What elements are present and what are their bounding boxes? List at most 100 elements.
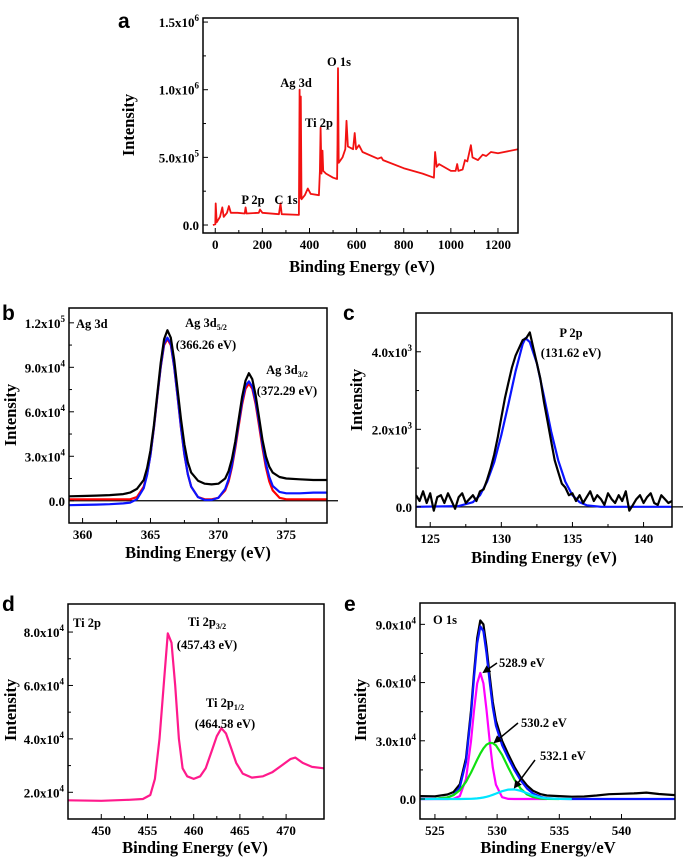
y-tick-mantissa: 3.0x10 xyxy=(376,734,412,749)
peak-annotation: Ag 3d xyxy=(280,76,312,90)
x-axis-title: Binding Energy (eV) xyxy=(289,257,435,276)
panel-label: d xyxy=(2,593,15,616)
y-tick-label: 9.0x104 xyxy=(376,615,417,632)
y-tick-label: 2.0x104 xyxy=(24,783,65,800)
y-tick-label: 4.0x103 xyxy=(372,343,413,360)
y-tick-exponent: 4 xyxy=(61,447,66,457)
peak-energy: (464.58 eV) xyxy=(195,717,255,731)
x-tick-label: 460 xyxy=(184,823,204,838)
y-axis-title: Intensity xyxy=(119,93,138,156)
plot-frame xyxy=(67,603,325,820)
peak-energy: (131.62 eV) xyxy=(541,346,601,360)
peak-subscript: 1/2 xyxy=(234,703,244,712)
y-tick-mantissa: 4.0x10 xyxy=(24,732,60,747)
peak-annotation: 532.1 eV xyxy=(540,749,586,763)
series-line-0 xyxy=(68,632,324,802)
panel-label: b xyxy=(2,302,15,325)
series-line-4 xyxy=(420,788,572,801)
y-tick-label: 6.0x104 xyxy=(25,403,66,420)
peak-energy: (457.43 eV) xyxy=(177,638,237,652)
y-tick-mantissa: 9.0x10 xyxy=(25,360,61,375)
series-line-0 xyxy=(212,67,518,226)
series-line-1 xyxy=(69,336,327,507)
y-tick-exponent: 5 xyxy=(61,314,66,324)
peak-name: Ti 2p xyxy=(188,615,216,629)
peak-annotation: 528.9 eV xyxy=(499,656,545,670)
x-tick-label: 200 xyxy=(253,237,273,252)
peak-name: Ag 3d xyxy=(266,363,298,377)
peak-annotation: Ti 2p xyxy=(305,116,333,130)
panel-title: O 1s xyxy=(433,613,457,627)
y-tick-label: 0.0 xyxy=(400,792,416,807)
y-tick-label: 8.0x104 xyxy=(24,623,65,640)
y-tick-exponent: 4 xyxy=(61,403,66,413)
x-tick-label: 130 xyxy=(492,531,512,546)
peak-annotation: 530.2 eV xyxy=(521,716,567,730)
y-tick-mantissa: 2.0x10 xyxy=(24,785,60,800)
peak-subscript: 5/2 xyxy=(217,323,227,332)
panel-title: Ag 3d xyxy=(76,317,108,331)
y-tick-mantissa: 2.0x10 xyxy=(372,422,408,437)
x-tick-label: 470 xyxy=(276,823,296,838)
peak-energy: (372.29 eV) xyxy=(257,384,317,398)
series-line-1 xyxy=(416,331,672,512)
y-tick-mantissa: 6.0x10 xyxy=(24,678,60,693)
peak-label: P 2p xyxy=(559,326,582,340)
y-tick-label: 2.0x103 xyxy=(372,420,413,437)
peak-annotation: C 1s xyxy=(274,193,297,207)
y-tick-label: 1.2x105 xyxy=(25,314,66,331)
x-tick-label: 1200 xyxy=(485,237,511,252)
y-tick-exponent: 4 xyxy=(412,732,417,742)
y-tick-label: 3.0x104 xyxy=(376,732,417,749)
y-tick-exponent: 4 xyxy=(412,674,417,684)
series-line-3 xyxy=(434,741,560,801)
x-tick-label: 0 xyxy=(212,237,219,252)
y-tick-label: 9.0x104 xyxy=(25,358,66,375)
y-tick-mantissa: 1.5x10 xyxy=(159,15,195,30)
x-tick-label: 450 xyxy=(92,823,112,838)
y-tick-exponent: 5 xyxy=(195,148,200,158)
peak-annotation: O 1s xyxy=(327,55,351,69)
peak-name: Ag 3d xyxy=(185,316,217,330)
x-tick-label: 360 xyxy=(73,527,93,542)
y-tick-exponent: 4 xyxy=(60,783,65,793)
peak-name: Ti 2p xyxy=(206,696,234,710)
panel-title: Ti 2p xyxy=(73,616,101,630)
y-axis-title: Intensity xyxy=(351,678,370,741)
peak-subscript: 3/2 xyxy=(216,622,226,631)
x-tick-label: 400 xyxy=(300,237,320,252)
y-tick-exponent: 4 xyxy=(60,676,65,686)
peak-label: Ti 2p3/2 xyxy=(188,615,226,631)
series-line-0 xyxy=(416,337,672,508)
y-tick-exponent: 6 xyxy=(195,13,200,23)
x-tick-label: 375 xyxy=(277,527,297,542)
annotation-arrow xyxy=(513,759,536,789)
plot-frame xyxy=(415,312,673,528)
y-tick-exponent: 3 xyxy=(408,343,413,353)
peak-name: P 2p xyxy=(559,326,582,340)
series-line-0 xyxy=(420,619,675,798)
series-line-1 xyxy=(420,625,675,801)
series-line-2 xyxy=(69,329,327,498)
peak-label: Ti 2p1/2 xyxy=(206,696,244,712)
y-tick-mantissa: 4.0x10 xyxy=(372,345,408,360)
y-tick-exponent: 4 xyxy=(412,615,417,625)
y-tick-mantissa: 0.0 xyxy=(400,792,416,807)
peak-annotation: P 2p xyxy=(241,193,264,207)
y-tick-mantissa: 6.0x10 xyxy=(25,405,61,420)
peak-label: Ag 3d3/2 xyxy=(266,363,308,379)
y-tick-label: 6.0x104 xyxy=(24,676,65,693)
y-tick-exponent: 3 xyxy=(408,420,413,430)
peak-subscript: 3/2 xyxy=(298,370,308,379)
x-tick-label: 135 xyxy=(563,531,583,546)
y-tick-mantissa: 0.0 xyxy=(396,500,412,515)
annotation-arrow xyxy=(493,722,519,744)
x-axis-title: Binding Energy (eV) xyxy=(471,548,617,567)
y-tick-mantissa: 6.0x10 xyxy=(376,676,412,691)
plot-frame xyxy=(419,602,676,820)
y-axis-title: Intensity xyxy=(347,368,366,431)
